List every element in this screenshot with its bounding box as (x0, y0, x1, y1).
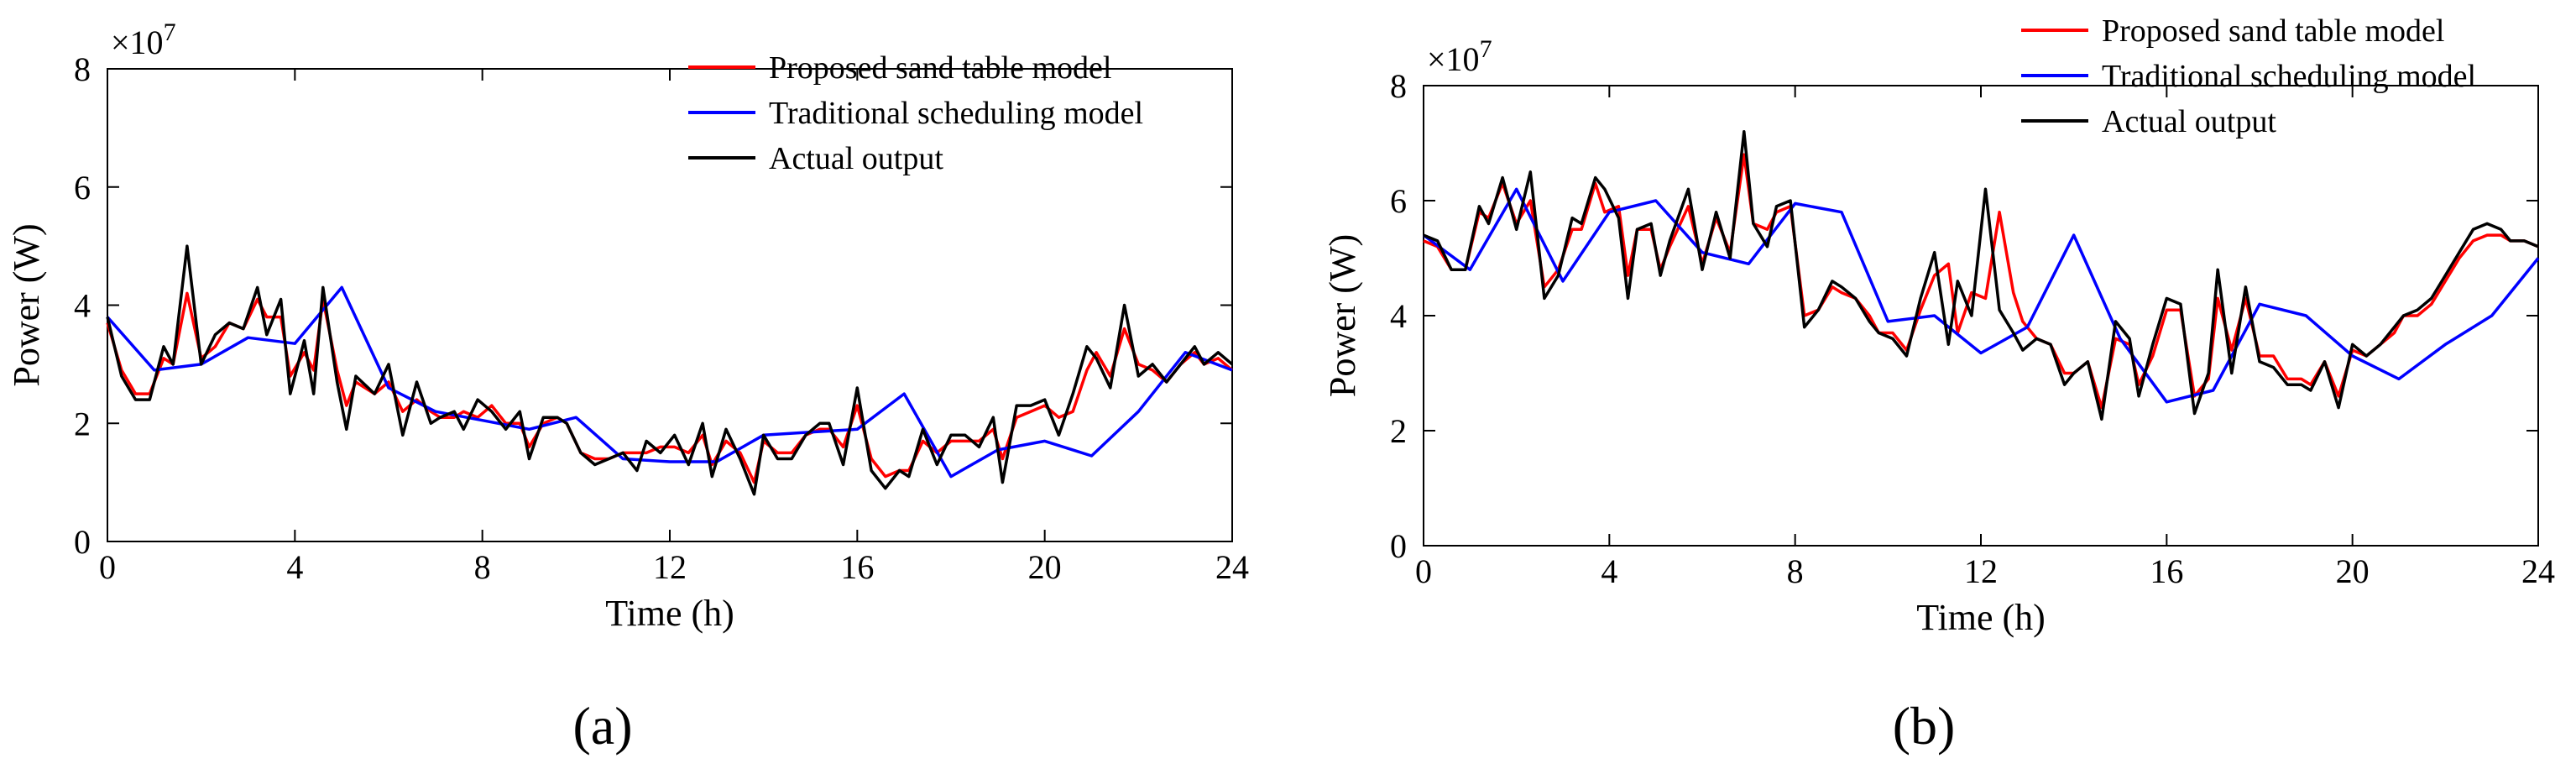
legend-entry: Proposed sand table model (2102, 13, 2444, 49)
panel-label-b: (b) (1893, 696, 1956, 756)
plot-area-frame (107, 68, 1233, 542)
y-tick-label: 2 (1390, 412, 1407, 450)
plot-area-frame (1423, 85, 2539, 547)
y-exponent-label: ×107 (111, 18, 176, 61)
x-tick-label: 0 (1415, 552, 1432, 590)
y-tick-label: 8 (74, 50, 91, 88)
series-line-actual-output (106, 244, 1234, 496)
y-tick-label: 2 (74, 405, 91, 442)
y-axis-label: Power (W) (6, 223, 47, 386)
x-tick-label: 12 (653, 548, 687, 586)
y-exponent-label: ×107 (1427, 35, 1492, 78)
y-exponent-power: 7 (164, 18, 176, 46)
x-tick-label: 24 (1215, 548, 1249, 586)
y-tick-label: 0 (1390, 527, 1407, 565)
legend-entry: Actual output (769, 141, 943, 176)
x-tick-label: 0 (99, 548, 116, 586)
x-tick-label: 16 (2150, 552, 2183, 590)
x-tick-label: 4 (1601, 552, 1617, 590)
legend-entry: Traditional scheduling model (2102, 59, 2476, 94)
x-tick-label: 16 (840, 548, 874, 586)
y-tick-label: 6 (1390, 182, 1407, 220)
y-tick-label: 6 (74, 169, 91, 207)
legend-entry: Actual output (2102, 104, 2276, 139)
x-tick-label: 20 (1028, 548, 1062, 586)
x-tick-label: 20 (2336, 552, 2370, 590)
legend-entry: Traditional scheduling model (769, 96, 1143, 131)
x-axis-label: Time (h) (1916, 597, 2046, 638)
series-line-actual-output (1423, 130, 2539, 421)
series-line-traditional-scheduling-model (106, 285, 1233, 479)
y-tick-label: 4 (1390, 297, 1407, 335)
y-tick-label: 4 (74, 287, 91, 325)
x-tick-label: 8 (474, 548, 491, 586)
y-axis-label: Power (W) (1322, 234, 1363, 397)
panel-label-a: (a) (572, 696, 632, 756)
x-tick-label: 4 (286, 548, 303, 586)
x-axis-label: Time (h) (605, 593, 734, 634)
y-exponent-power: 7 (1480, 35, 1492, 63)
series-line-proposed-sand-table-model (106, 291, 1234, 484)
x-tick-label: 24 (2521, 552, 2555, 590)
y-tick-label: 8 (1390, 67, 1407, 105)
x-tick-label: 12 (1964, 552, 1998, 590)
y-tick-label: 0 (74, 523, 91, 561)
legend-entry: Proposed sand table model (769, 50, 1111, 86)
x-tick-label: 8 (1787, 552, 1804, 590)
series-line-traditional-scheduling-model (1422, 187, 2540, 404)
